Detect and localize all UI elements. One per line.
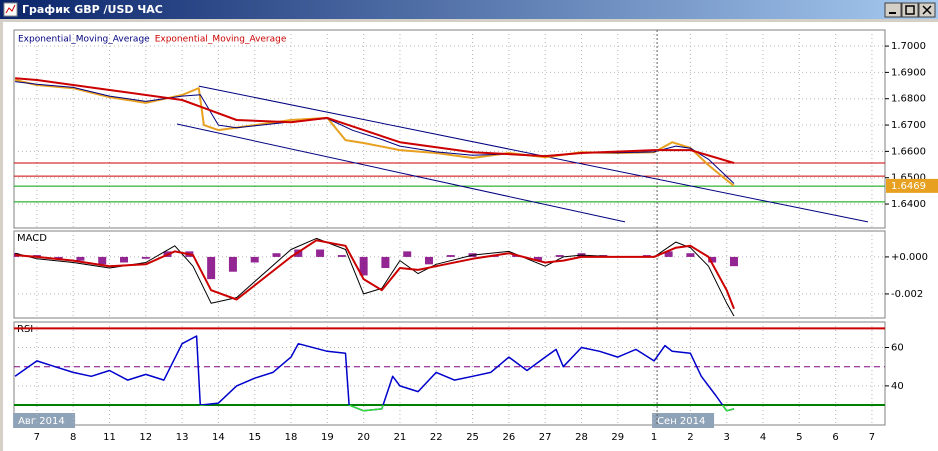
x-tick-label: 28 <box>575 432 588 443</box>
period-box <box>652 413 715 428</box>
histogram-bar <box>272 253 281 257</box>
histogram-bar <box>76 256 85 261</box>
histogram-bar <box>207 256 216 280</box>
title-bar <box>0 0 938 19</box>
x-tick-label: 6 <box>832 432 838 443</box>
period-label: Сен 2014 <box>657 416 705 427</box>
x-tick-label: 19 <box>321 432 334 443</box>
period-label: Авг 2014 <box>18 416 65 427</box>
histogram-bar <box>729 256 738 267</box>
y-tick-label: 40 <box>891 381 904 392</box>
x-tick-label: 7 <box>869 432 875 443</box>
histogram-bar <box>359 256 368 276</box>
y-tick-label: 1.6800 <box>891 94 926 105</box>
histogram-bar <box>98 256 107 265</box>
histogram-bar <box>664 251 673 257</box>
channel-line <box>198 85 868 223</box>
x-tick-label: 5 <box>796 432 802 443</box>
x-tick-label: 11 <box>103 432 116 443</box>
legend-entry: Exponential_Moving_Average <box>155 35 287 45</box>
ema-line <box>15 81 735 184</box>
macd-line <box>14 237 735 317</box>
y-tick-label: -0.002 <box>891 289 923 300</box>
macd-line <box>15 239 735 310</box>
last-price-box <box>886 178 938 193</box>
x-tick-label: 3 <box>724 432 730 443</box>
x-tick-label: 21 <box>394 432 407 443</box>
y-tick-label: 1.6400 <box>891 199 926 210</box>
close-button[interactable] <box>918 2 936 18</box>
ema-line <box>15 77 735 164</box>
x-tick-label: 13 <box>176 432 189 443</box>
histogram-bar <box>555 255 564 257</box>
y-tick-label: +0.000 <box>891 252 928 263</box>
histogram-bar <box>424 256 433 265</box>
x-tick-label: 2 <box>687 432 693 443</box>
rsi-panel <box>13 321 886 426</box>
histogram-bar <box>381 256 390 269</box>
histogram-bar <box>533 256 542 261</box>
price-plot <box>14 77 885 223</box>
panel-title: RSI <box>17 324 33 335</box>
histogram-bar <box>54 256 63 259</box>
y-tick-label: 60 <box>891 343 904 354</box>
rsi-plot <box>14 327 885 412</box>
histogram-bar <box>120 256 129 263</box>
x-tick-label: 29 <box>611 432 624 443</box>
histogram-bar <box>686 253 695 257</box>
window-title: График GBP /USD ЧАС <box>22 3 163 16</box>
histogram-bar <box>250 256 259 263</box>
rsi-line <box>14 335 735 412</box>
x-tick-label: 7 <box>34 432 40 443</box>
y-tick-label: 1.6700 <box>891 120 926 131</box>
minimize-button[interactable] <box>884 2 902 18</box>
y-tick-label: 1.6500 <box>891 173 926 184</box>
x-tick-label: 8 <box>70 432 76 443</box>
x-tick-label: 15 <box>248 432 261 443</box>
histogram-bar <box>141 256 150 259</box>
price-panel <box>13 29 886 229</box>
y-tick-label: 1.6600 <box>891 146 926 157</box>
x-tick-label: 4 <box>760 432 766 443</box>
x-tick-label: 22 <box>430 432 443 443</box>
x-tick-label: 18 <box>285 432 298 443</box>
histogram-bar <box>316 249 325 257</box>
y-tick-label: 1.6900 <box>891 67 926 78</box>
last-price-label: 1.6469 <box>891 181 926 192</box>
macd-panel <box>13 230 886 319</box>
x-tick-label: 25 <box>466 432 479 443</box>
x-tick-label: 1 <box>651 432 657 443</box>
legend-entry: Exponential_Moving_Average <box>18 35 150 45</box>
channel-line <box>176 123 626 223</box>
histogram-bar <box>708 256 717 263</box>
x-tick-label: 27 <box>539 432 552 443</box>
maximize-button[interactable] <box>901 2 919 18</box>
window-icon-glyph <box>5 4 16 14</box>
x-tick-label: 26 <box>502 432 515 443</box>
histogram-bar <box>337 255 346 257</box>
x-tick-label: 12 <box>139 432 152 443</box>
panel-title: MACD <box>17 233 47 244</box>
y-tick-label: 1.7000 <box>891 41 926 52</box>
x-tick-label: 20 <box>357 432 370 443</box>
histogram-bar <box>403 251 412 257</box>
macd-plot <box>14 237 738 317</box>
price-line <box>14 79 735 187</box>
histogram-bar <box>446 255 455 257</box>
period-box <box>13 413 76 428</box>
x-tick-label: 14 <box>212 432 225 443</box>
histogram-bar <box>228 256 237 272</box>
